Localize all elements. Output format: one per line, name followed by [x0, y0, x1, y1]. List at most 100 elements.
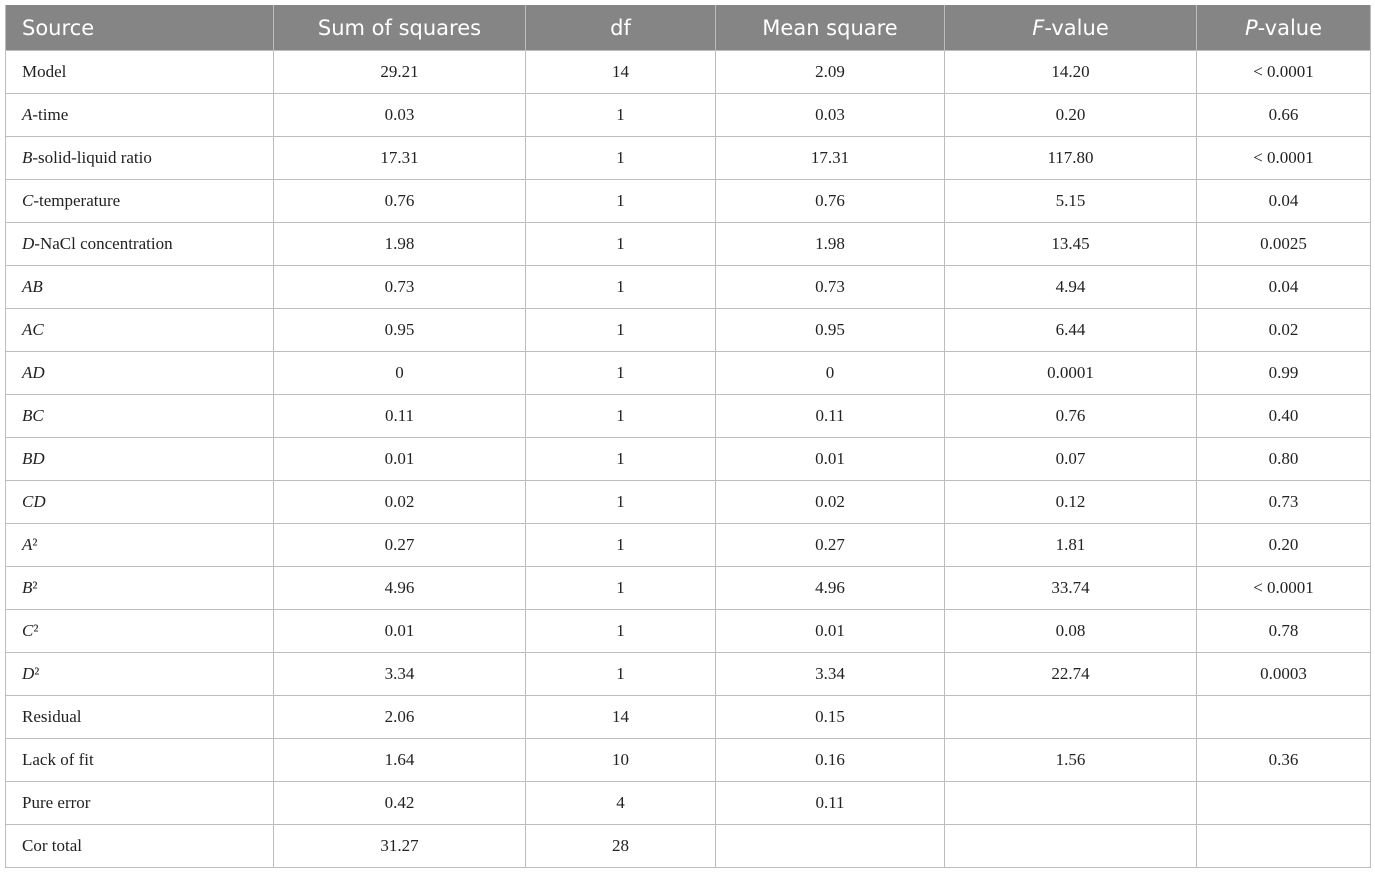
- column-header: Source: [5, 5, 274, 51]
- table-cell: 0.20: [1196, 523, 1371, 567]
- table-cell: 1: [525, 480, 716, 524]
- cell-text-part: BD: [22, 449, 45, 468]
- table-cell: [1196, 695, 1371, 739]
- table-cell: C²: [5, 609, 274, 653]
- cell-text-part: AB: [22, 277, 43, 296]
- table-cell: 0.01: [715, 609, 945, 653]
- table-cell: 0.03: [715, 93, 945, 137]
- table-cell: BD: [5, 437, 274, 481]
- table-cell: 1: [525, 652, 716, 696]
- table-cell: 0.07: [944, 437, 1197, 481]
- table-cell: 0.80: [1196, 437, 1371, 481]
- table-cell: 2.06: [273, 695, 526, 739]
- table-row: Pure error 0.42 4 0.11: [5, 781, 1371, 825]
- table-cell: 0.95: [715, 308, 945, 352]
- table-row: C² 0.01 1 0.01 0.08 0.78: [5, 609, 1371, 653]
- table-cell: 0.42: [273, 781, 526, 825]
- table-row: AC 0.95 1 0.95 6.44 0.02: [5, 308, 1371, 352]
- table-cell: 0.20: [944, 93, 1197, 137]
- table-cell: 10: [525, 738, 716, 782]
- table-cell: AC: [5, 308, 274, 352]
- table-cell: 1: [525, 609, 716, 653]
- table-cell: 3.34: [715, 652, 945, 696]
- cell-text-part: F: [1032, 15, 1045, 40]
- cell-text-part: B: [22, 148, 33, 167]
- table-cell: 1: [525, 308, 716, 352]
- header-row: Source Sum of squares df Mean square F-value…: [5, 5, 1371, 51]
- column-header: P-value: [1196, 5, 1371, 51]
- table-cell: A-time: [5, 93, 274, 137]
- table-cell: 0.03: [273, 93, 526, 137]
- table-cell: AD: [5, 351, 274, 395]
- table-cell: 117.80: [944, 136, 1197, 180]
- table-cell: BC: [5, 394, 274, 438]
- table-cell: 6.44: [944, 308, 1197, 352]
- table-cell: 1: [525, 136, 716, 180]
- table-cell: 0.12: [944, 480, 1197, 524]
- column-header: df: [525, 5, 716, 51]
- table-cell: 0.15: [715, 695, 945, 739]
- cell-text-part: P: [1244, 15, 1258, 40]
- cell-text-part: -temperature: [33, 191, 121, 210]
- table-cell: 0.01: [273, 437, 526, 481]
- table-cell: D-NaCl concentration: [5, 222, 274, 266]
- cell-text-part: ²: [32, 578, 38, 597]
- table-cell: 1: [525, 437, 716, 481]
- table-body: Model 29.21 14 2.09 14.20 < 0.0001 A-time 0.03 1…: [5, 50, 1371, 868]
- table-cell: B²: [5, 566, 274, 610]
- table-row: C-temperature 0.76 1 0.76 5.15 0.04: [5, 179, 1371, 223]
- table-cell: 4.94: [944, 265, 1197, 309]
- table-row: A-time 0.03 1 0.03 0.20 0.66: [5, 93, 1371, 137]
- table-cell: 1.56: [944, 738, 1197, 782]
- table-cell: 1.81: [944, 523, 1197, 567]
- table-cell: 1: [525, 351, 716, 395]
- table-cell: [1196, 781, 1371, 825]
- table-cell: 33.74: [944, 566, 1197, 610]
- column-header: Sum of squares: [273, 5, 526, 51]
- table-cell: 0.01: [273, 609, 526, 653]
- table-cell: 1: [525, 523, 716, 567]
- table-cell: 0.02: [715, 480, 945, 524]
- table-cell: Residual: [5, 695, 274, 739]
- table-cell: 0.11: [273, 394, 526, 438]
- table-cell: [1196, 824, 1371, 868]
- cell-text-part: ²: [34, 664, 40, 683]
- table-cell: 0.27: [715, 523, 945, 567]
- table-cell: 0: [715, 351, 945, 395]
- table-cell: 1: [525, 566, 716, 610]
- table-cell: 0.78: [1196, 609, 1371, 653]
- table-cell: 0.0025: [1196, 222, 1371, 266]
- table-cell: 0.66: [1196, 93, 1371, 137]
- cell-text-part: ²: [33, 621, 39, 640]
- table-cell: 0.01: [715, 437, 945, 481]
- table-cell: 1: [525, 394, 716, 438]
- cell-text-part: -NaCl concentration: [34, 234, 173, 253]
- table-cell: 0.73: [273, 265, 526, 309]
- table-cell: 2.09: [715, 50, 945, 94]
- table-cell: 0.0003: [1196, 652, 1371, 696]
- table-cell: 0.99: [1196, 351, 1371, 395]
- table-cell: 1.98: [715, 222, 945, 266]
- table-cell: CD: [5, 480, 274, 524]
- table-cell: 0.02: [273, 480, 526, 524]
- table-cell: 17.31: [273, 136, 526, 180]
- cell-text-part: AC: [22, 320, 44, 339]
- table-cell: 0.40: [1196, 394, 1371, 438]
- table-cell: 1: [525, 222, 716, 266]
- table-cell: Model: [5, 50, 274, 94]
- table-cell: B-solid-liquid ratio: [5, 136, 274, 180]
- table-cell: 0.73: [715, 265, 945, 309]
- cell-text-part: A: [22, 535, 33, 554]
- table-cell: 1.64: [273, 738, 526, 782]
- table-cell: 3.34: [273, 652, 526, 696]
- table-row: B-solid-liquid ratio 17.31 1 17.31 117.80 < 0…: [5, 136, 1371, 180]
- cell-text-part: AD: [22, 363, 45, 382]
- table-row: Cor total 31.27 28: [5, 824, 1371, 868]
- cell-text-part: BC: [22, 406, 44, 425]
- table-cell: 22.74: [944, 652, 1197, 696]
- table-cell: 0.27: [273, 523, 526, 567]
- table-row: Residual 2.06 14 0.15: [5, 695, 1371, 739]
- table-cell: [944, 781, 1197, 825]
- table-cell: < 0.0001: [1196, 50, 1371, 94]
